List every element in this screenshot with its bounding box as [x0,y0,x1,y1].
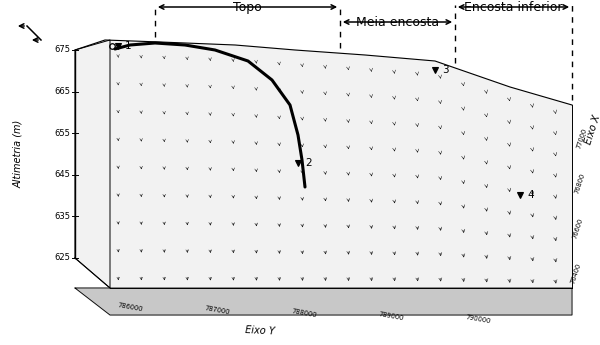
Text: Encosta inferior: Encosta inferior [464,1,563,14]
Text: 76800: 76800 [574,172,586,194]
Text: Altimetria (m): Altimetria (m) [13,120,23,188]
Polygon shape [75,40,110,288]
Text: 675: 675 [54,46,70,55]
Text: 790000: 790000 [465,314,491,324]
Text: 4: 4 [527,190,533,200]
Text: 3: 3 [442,65,449,75]
Text: Eixo Y: Eixo Y [245,325,275,336]
Text: 665: 665 [54,87,70,96]
Text: 786000: 786000 [117,302,143,312]
Text: 2: 2 [305,158,311,168]
Text: Eixo X: Eixo X [583,114,600,146]
Text: 635: 635 [54,212,70,221]
Text: 789000: 789000 [378,311,404,321]
Polygon shape [75,40,572,288]
Text: 625: 625 [54,254,70,263]
Text: Topo: Topo [233,1,262,14]
Text: 77000: 77000 [576,127,588,149]
Polygon shape [75,288,572,315]
Text: 1: 1 [125,41,131,51]
Text: Meia encosta: Meia encosta [356,16,439,29]
Text: 645: 645 [54,170,70,179]
Text: 76600: 76600 [572,217,584,239]
Text: 76400: 76400 [570,262,582,284]
Text: 787000: 787000 [204,305,230,315]
Text: 788000: 788000 [291,308,317,318]
Text: 655: 655 [54,129,70,138]
